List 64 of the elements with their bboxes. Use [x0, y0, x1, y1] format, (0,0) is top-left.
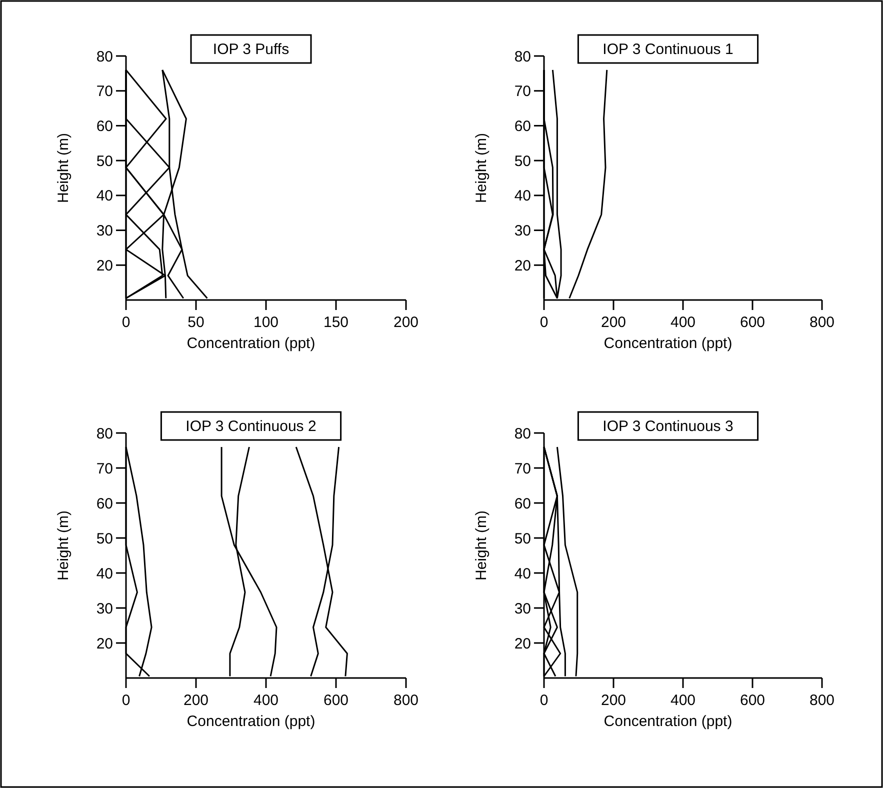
x-tick-label: 600: [323, 692, 349, 709]
x-tick-label: 200: [183, 692, 209, 709]
y-tick-label: 30: [514, 222, 531, 240]
y-axis-title: Height (m): [55, 510, 72, 581]
y-tick-label: 50: [96, 530, 113, 548]
x-tick-label: 800: [393, 692, 419, 709]
y-tick-label: 80: [514, 48, 531, 66]
y-tick-label: 80: [514, 425, 531, 442]
y-tick-label: 50: [96, 152, 113, 170]
title-frame: IOP 3 Continuous 1: [577, 34, 759, 64]
x-tick-label: 800: [809, 692, 835, 709]
y-tick-label: 40: [96, 188, 113, 205]
x-tick-label: 200: [393, 314, 419, 331]
y-tick-label: 80: [96, 48, 113, 66]
chart-title: IOP 3 Continuous 1: [602, 41, 734, 58]
x-tick-label: 0: [122, 314, 130, 331]
y-tick-label: 50: [514, 530, 531, 548]
x-tick-label: 600: [740, 314, 766, 331]
y-tick-label: 70: [514, 460, 531, 478]
title-frame: IOP 3 Puffs: [190, 34, 312, 64]
y-tick-label: 60: [514, 495, 531, 512]
y-tick-label: 80: [96, 425, 113, 442]
chart-title: IOP 3 Continuous 2: [186, 418, 316, 435]
x-tick-label: 150: [323, 314, 349, 331]
y-tick-label: 70: [514, 83, 531, 100]
y-tick-label: 60: [96, 495, 113, 512]
y-tick-label: 60: [514, 118, 531, 135]
title-frame: IOP 3 Continuous 3: [577, 411, 759, 441]
y-tick-label: 20: [96, 635, 113, 652]
y-tick-label: 20: [514, 635, 531, 652]
x-tick-label: 50: [188, 314, 204, 331]
x-tick-label: 200: [600, 692, 626, 709]
y-tick-label: 30: [514, 600, 531, 618]
y-tick-label: 30: [96, 222, 113, 240]
y-tick-label: 50: [514, 152, 531, 170]
x-tick-label: 400: [670, 692, 696, 709]
x-axis-title: Concentration (ppt): [604, 713, 732, 730]
y-tick-label: 40: [514, 188, 531, 205]
y-tick-label: 60: [96, 118, 113, 135]
title-frame: IOP 3 Continuous 2: [160, 411, 342, 441]
y-axis-title: Height (m): [473, 510, 490, 581]
x-tick-label: 0: [122, 692, 130, 709]
y-axis-title: Height (m): [55, 132, 72, 204]
x-tick-label: 0: [540, 314, 548, 331]
y-tick-label: 30: [96, 600, 113, 618]
y-tick-label: 70: [96, 460, 113, 478]
x-axis-title: Concentration (ppt): [604, 335, 732, 352]
y-tick-label: 40: [514, 565, 531, 582]
y-tick-label: 20: [514, 257, 531, 274]
y-tick-label: 40: [96, 565, 113, 582]
y-tick-label: 20: [96, 257, 113, 274]
x-tick-label: 800: [809, 314, 835, 331]
x-axis-title: Concentration (ppt): [186, 713, 316, 730]
chart-title: IOP 3 Puffs: [212, 41, 290, 58]
x-axis-title: Concentration (ppt): [186, 335, 316, 352]
y-tick-label: 70: [96, 83, 113, 100]
x-tick-label: 200: [600, 314, 626, 331]
y-axis-title: Height (m): [473, 132, 490, 204]
x-tick-label: 0: [540, 692, 548, 709]
x-tick-label: 100: [253, 314, 279, 331]
x-tick-label: 400: [670, 314, 696, 331]
x-tick-label: 400: [253, 692, 279, 709]
x-tick-label: 600: [740, 692, 766, 709]
chart-title: IOP 3 Continuous 3: [602, 418, 734, 435]
